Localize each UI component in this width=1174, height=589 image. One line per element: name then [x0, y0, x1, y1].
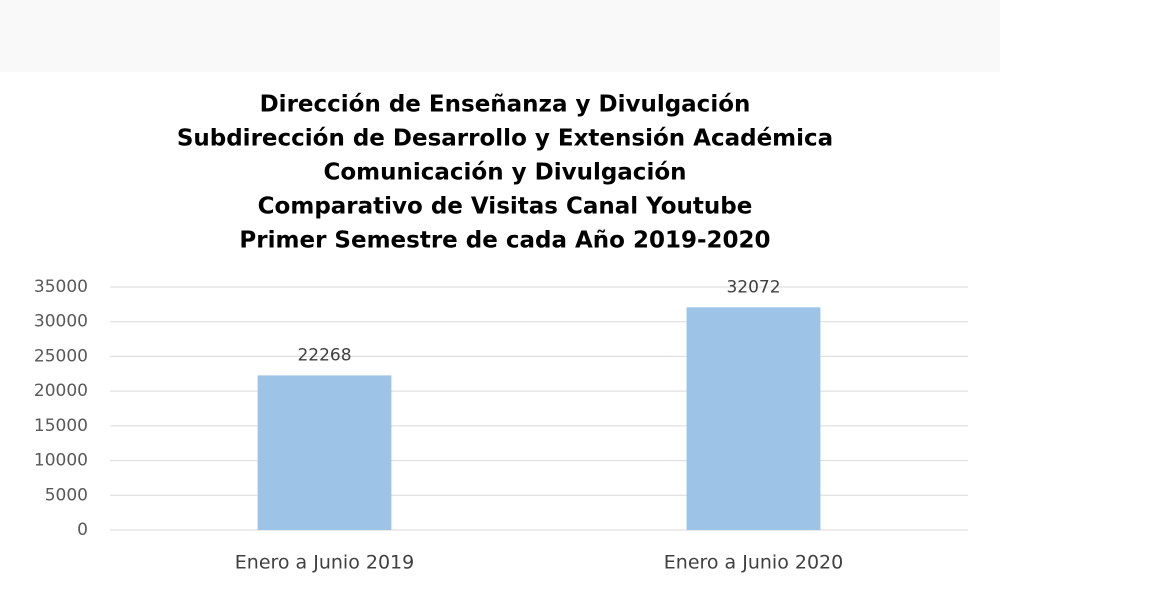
- chart-title: Dirección de Enseñanza y Divulgación: [260, 92, 751, 118]
- y-tick-label: 5000: [45, 485, 88, 505]
- data-label: 22268: [297, 345, 351, 365]
- chart-title: Primer Semestre de cada Año 2019-2020: [239, 228, 770, 254]
- x-tick-label: Enero a Junio 2019: [235, 552, 414, 574]
- y-tick-label: 0: [77, 520, 88, 540]
- bar: [257, 375, 392, 530]
- chart-title: Comparativo de Visitas Canal Youtube: [258, 194, 753, 220]
- data-label: 32072: [726, 277, 780, 297]
- top-band: [0, 0, 1000, 72]
- y-tick-label: 35000: [34, 277, 88, 297]
- chart-title: Comunicación y Divulgación: [323, 160, 686, 186]
- y-tick-label: 15000: [34, 416, 88, 436]
- bar: [686, 307, 821, 530]
- y-tick-label: 20000: [34, 381, 88, 401]
- y-tick-label: 30000: [34, 312, 88, 332]
- y-tick-label: 10000: [34, 451, 88, 471]
- chart-title: Subdirección de Desarrollo y Extensión A…: [177, 126, 833, 152]
- x-tick-label: Enero a Junio 2020: [664, 552, 843, 574]
- y-tick-label: 25000: [34, 346, 88, 366]
